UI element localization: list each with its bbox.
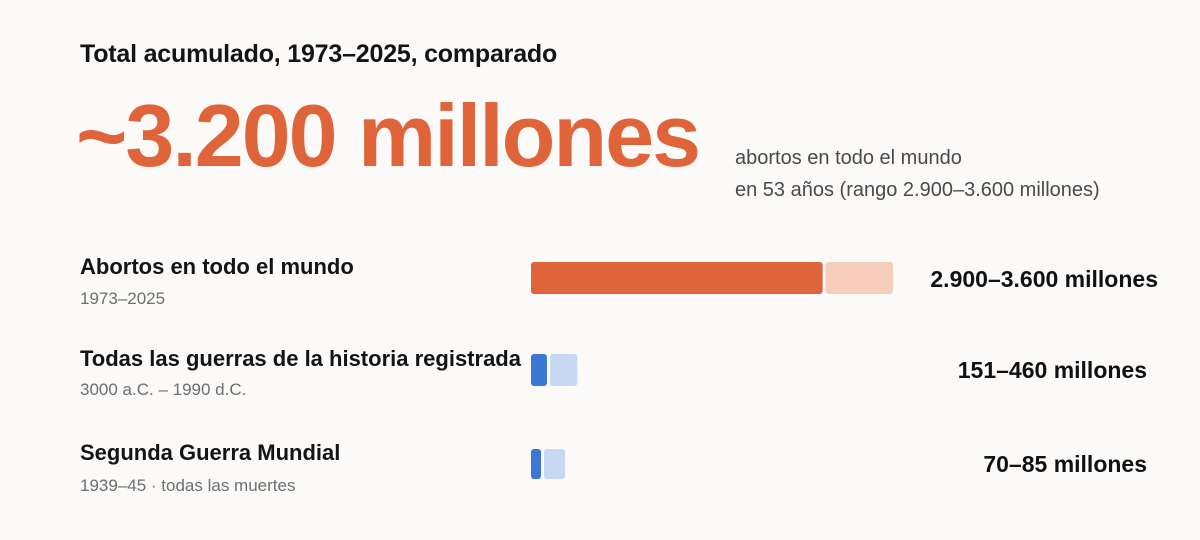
bar-high-all-wars [550,354,578,386]
value-label-abortions: 2.900–3.600 millones [930,266,1158,292]
row-sublabel-all-wars: 3000 a.C. – 1990 d.C. [80,380,247,399]
row-label-all-wars: Todas las guerras de la historia registr… [80,346,521,371]
row-sublabel-abortions: 1973–2025 [80,289,166,308]
bar-high-abortions [825,262,893,294]
caption-line-2: en 53 años (rango 2.900–3.600 millones) [735,179,1100,201]
bar-low-abortions [531,262,823,294]
chart-subtitle: Total acumulado, 1973–2025, comparado [80,40,558,68]
value-label-ww2: 70–85 millones [983,451,1147,477]
row-label-abortions: Abortos en todo el mundo [80,254,354,279]
bar-high-ww2 [544,449,565,479]
bar-low-all-wars [531,354,547,386]
value-label-all-wars: 151–460 millones [957,357,1147,383]
caption-line-1: abortos en todo el mundo [735,147,962,169]
headline-caption: abortos en todo el mundo en 53 años (ran… [735,142,1100,206]
row-label-ww2: Segunda Guerra Mundial [80,440,341,465]
row-sublabel-ww2: 1939–45 · todas las muertes [80,476,296,495]
bar-low-ww2 [531,449,541,479]
headline-number: ~3.200 millones [76,86,701,185]
